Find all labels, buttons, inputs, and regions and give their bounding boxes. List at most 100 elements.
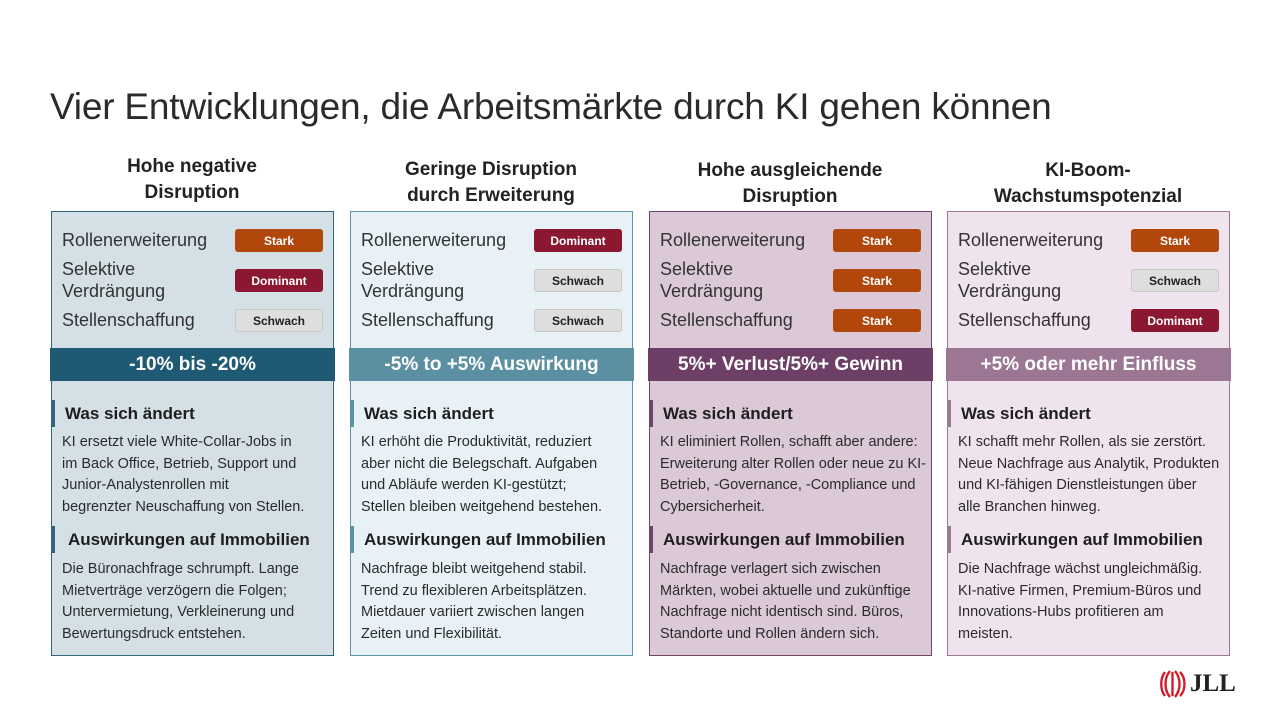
text-line: Trend zu flexibleren Arbeitsplätzen. xyxy=(361,582,587,599)
text-line: Die Büronachfrage schrumpft. Lange xyxy=(62,561,299,577)
status-badge: Schwach xyxy=(1131,269,1219,292)
row-label: Stellenschaffung xyxy=(660,310,793,330)
text-line: Nachfrage nicht identisch sind. Büros, xyxy=(660,604,904,620)
status-badge: Dominant xyxy=(235,269,323,292)
text-line: aber nicht die Belegschaft. Aufgaben xyxy=(361,455,598,472)
row-label: Selektive Verdrängung xyxy=(660,258,763,302)
scenario-card-4: Rollenerweiterung Stark Selektive Verdrä… xyxy=(946,211,1231,656)
logo-waves xyxy=(1160,670,1186,698)
section-heading-changes: Was sich ändert xyxy=(351,400,494,427)
scenario-heading-line: Geringe Disruption xyxy=(404,159,578,180)
impact-band: +5% oder mehr Einfluss xyxy=(946,348,1231,381)
row-label-line: Selektive xyxy=(361,259,435,279)
row-label: Rollenerweiterung xyxy=(958,230,1104,250)
scenario-heading-4: KI-Boom- Wachstumspotenzial xyxy=(947,158,1229,210)
row-label-line: Selektive xyxy=(660,259,734,279)
section-text-changes: KI schafft mehr Rollen, als sie zerstört… xyxy=(958,432,1230,518)
row-label: Stellenschaffung xyxy=(361,310,494,330)
text-line: Erweiterung alter Rollen oder neue zu KI… xyxy=(660,455,926,472)
row-label: Selektive Verdrängung xyxy=(62,258,165,302)
status-badge: Stark xyxy=(235,229,323,252)
text-line: meisten. xyxy=(958,625,1013,642)
text-line: Mietdauer variiert zwischen langen xyxy=(361,604,585,620)
impact-band: -5% to +5% Auswirkung xyxy=(349,348,634,381)
section-heading-real-estate: Auswirkungen auf Immobilien xyxy=(52,526,310,553)
text-line: Die Nachfrage wächst ungleichmäßig. xyxy=(958,561,1203,577)
row-label-line: Selektive xyxy=(62,259,136,279)
row-label: Selektive Verdrängung xyxy=(958,258,1061,302)
section-heading-changes: Was sich ändert xyxy=(52,400,195,427)
text-line: Neue Nachfrage aus Analytik, Produkten xyxy=(958,455,1220,472)
section-text-real-estate: Die Nachfrage wächst ungleichmäßig. KI-n… xyxy=(958,559,1230,645)
status-badge: Dominant xyxy=(1131,309,1219,332)
text-line: begrenzter Neuschaffung von Stellen. xyxy=(62,498,305,515)
section-text-changes: KI ersetzt viele White-Collar-Jobs in im… xyxy=(62,432,334,518)
text-line: KI eliminiert Rollen, schafft aber ander… xyxy=(660,434,918,450)
status-badge: Schwach xyxy=(235,309,323,332)
text-line: KI erhöht die Produktivität, reduziert xyxy=(361,434,592,450)
impact-band: -10% bis -20% xyxy=(50,348,335,381)
section-text-changes: KI eliminiert Rollen, schafft aber ander… xyxy=(660,432,932,518)
text-line: und KI-fähigen Dienstleistungen über xyxy=(958,477,1197,493)
text-line: und Abläufe werden KI-gestützt; xyxy=(361,477,567,493)
section-text-real-estate: Nachfrage verlagert sich zwischen Märkte… xyxy=(660,559,932,645)
scenario-heading-line: KI-Boom- xyxy=(1045,160,1131,181)
text-line: Standorte und Rollen ändern sich. xyxy=(660,625,880,642)
section-text-real-estate: Die Büronachfrage schrumpft. Lange Mietv… xyxy=(62,559,334,645)
section-text-real-estate: Nachfrage bleibt weitgehend stabil. Tren… xyxy=(361,559,633,645)
scenario-heading-line: Hohe negative xyxy=(127,156,257,177)
scenario-card-2: Rollenerweiterung Dominant Selektive Ver… xyxy=(349,211,634,656)
section-heading-changes: Was sich ändert xyxy=(650,400,793,427)
text-line: Zeiten und Flexibilität. xyxy=(361,625,503,642)
section-heading-real-estate: Auswirkungen auf Immobilien xyxy=(351,526,606,553)
text-line: Nachfrage bleibt weitgehend stabil. xyxy=(361,561,587,577)
text-line: Junior-Analystenrollen mit xyxy=(62,477,229,493)
text-line: Bewertungsdruck entstehen. xyxy=(62,625,246,642)
logo-text: JLL xyxy=(1190,670,1236,697)
row-label: Rollenerweiterung xyxy=(62,230,208,250)
scenario-heading-3: Hohe ausgleichende Disruption xyxy=(649,158,931,210)
text-line: Mietverträge verzögern die Folgen; xyxy=(62,582,287,599)
row-label-line: Verdrängung xyxy=(660,281,764,301)
row-label: Stellenschaffung xyxy=(958,310,1091,330)
text-line: Stellen bleiben weitgehend bestehen. xyxy=(361,498,603,515)
scenario-heading-line: Hohe ausgleichende xyxy=(697,160,883,181)
status-badge: Schwach xyxy=(534,309,622,332)
row-label-line: Verdrängung xyxy=(62,281,166,301)
scenario-card-3: Rollenerweiterung Stark Selektive Verdrä… xyxy=(648,211,933,656)
text-line: Untervermietung, Verkleinerung und xyxy=(62,604,295,620)
text-line: Märkten, wobei aktuelle und zukünftige xyxy=(660,582,911,599)
row-label-line: Verdrängung xyxy=(958,281,1062,301)
text-line: KI ersetzt viele White-Collar-Jobs in xyxy=(62,434,292,450)
row-label: Selektive Verdrängung xyxy=(361,258,464,302)
text-line: KI schafft mehr Rollen, als sie zerstört… xyxy=(958,434,1206,450)
section-text-changes: KI erhöht die Produktivität, reduziert a… xyxy=(361,432,633,518)
status-badge: Stark xyxy=(833,309,921,332)
section-heading-real-estate: Auswirkungen auf Immobilien xyxy=(650,526,905,553)
jll-logo: JLL xyxy=(1159,669,1236,699)
section-heading-changes: Was sich ändert xyxy=(948,400,1091,427)
text-line: KI-native Firmen, Premium-Büros und xyxy=(958,582,1202,599)
row-label: Rollenerweiterung xyxy=(361,230,507,250)
scenario-heading-2: Geringe Disruption durch Erweiterung xyxy=(350,157,632,209)
scenario-heading-line: Wachstumspotenzial xyxy=(993,186,1183,207)
status-badge: Stark xyxy=(833,269,921,292)
scenario-card-1: Rollenerweiterung Stark Selektive Verdrä… xyxy=(50,211,335,656)
text-line: Cybersicherheit. xyxy=(660,498,765,515)
row-label: Stellenschaffung xyxy=(62,310,195,330)
jll-logo-mark-icon xyxy=(1160,670,1186,698)
row-label-line: Selektive xyxy=(958,259,1032,279)
row-label: Rollenerweiterung xyxy=(660,230,806,250)
scenario-heading-line: durch Erweiterung xyxy=(407,185,575,206)
text-line: im Back Office, Betrieb, Support und xyxy=(62,455,297,472)
status-badge: Stark xyxy=(833,229,921,252)
scenario-heading-line: Disruption xyxy=(144,182,240,203)
text-line: Innovations-Hubs profitieren am xyxy=(958,604,1164,620)
scenario-heading-line: Disruption xyxy=(742,186,838,207)
text-line: Nachfrage verlagert sich zwischen xyxy=(660,561,881,577)
row-label-line: Verdrängung xyxy=(361,281,465,301)
text-line: alle Branchen hinweg. xyxy=(958,498,1101,515)
status-badge: Dominant xyxy=(534,229,622,252)
section-heading-real-estate: Auswirkungen auf Immobilien xyxy=(948,526,1203,553)
page-title: Vier Entwicklungen, die Arbeitsmärkte du… xyxy=(50,86,1052,127)
